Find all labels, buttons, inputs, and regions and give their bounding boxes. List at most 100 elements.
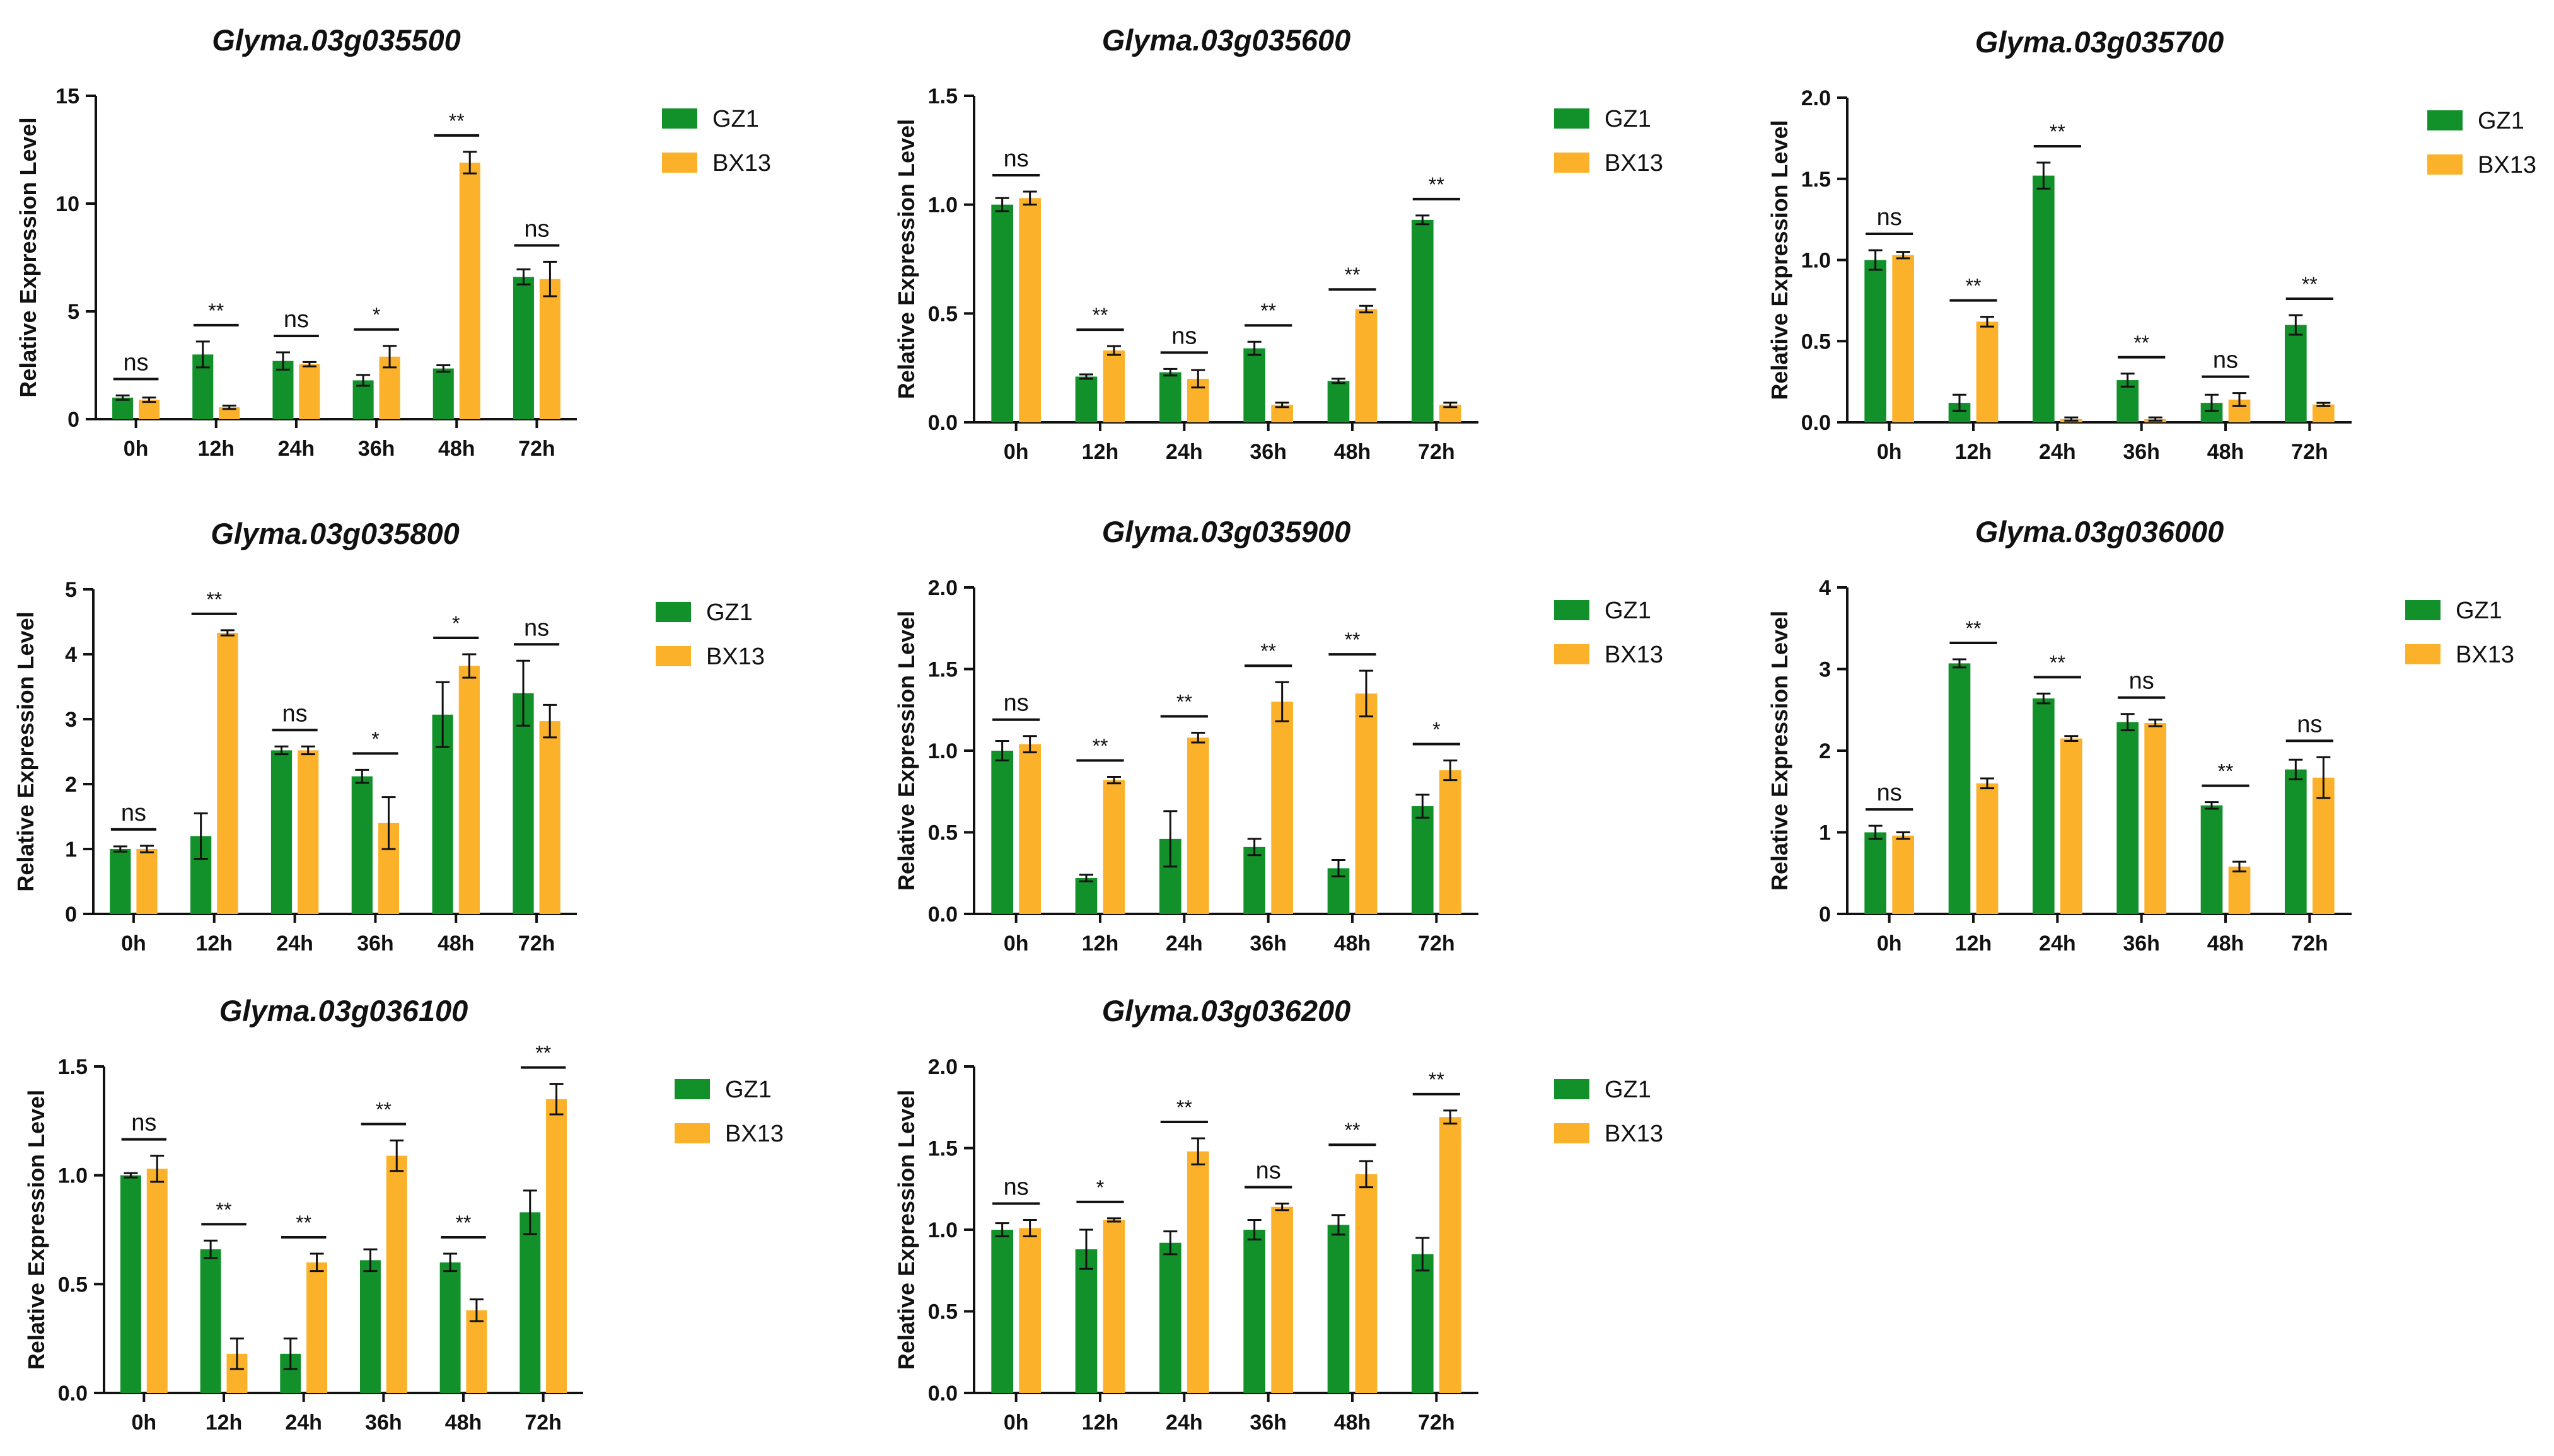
bar-gz1	[120, 1175, 141, 1393]
x-tick-label: 72h	[1418, 1411, 1455, 1435]
x-tick-label: 48h	[2207, 932, 2244, 956]
bar-bx13	[136, 849, 158, 914]
bar-bx13	[539, 721, 560, 914]
bar-gz1	[272, 361, 294, 419]
bar-bx13	[219, 407, 240, 419]
bar-bx13	[298, 750, 319, 914]
y-tick-label: 1.0	[928, 1218, 958, 1242]
bar-gz1	[270, 750, 293, 914]
chart-panel-5: Glyma.03g035900 Relative Expression Level…	[893, 515, 1663, 956]
bar-bx13	[2313, 404, 2335, 422]
x-tick-label: 48h	[438, 932, 475, 956]
significance-label: ns	[1004, 690, 1029, 717]
y-tick-label: 1	[65, 838, 77, 862]
x-tick-label: 72h	[518, 932, 555, 956]
y-tick-label: 3	[1819, 658, 1831, 682]
significance-label: **	[2050, 651, 2065, 674]
y-tick-label: 0	[67, 408, 79, 432]
significance-label: **	[1260, 299, 1276, 322]
y-tick-label: 4	[1819, 576, 1831, 600]
significance-label: **	[2133, 332, 2149, 354]
bar-gz1	[513, 277, 534, 419]
significance-label: **	[1260, 640, 1276, 662]
bar-gz1	[432, 368, 454, 419]
x-tick-label: 36h	[358, 437, 395, 461]
bar-gz1	[1243, 348, 1265, 422]
significance-label: **	[1966, 617, 1982, 640]
significance-label: ns	[1004, 146, 1029, 172]
y-axis-label: Relative Expression Level	[15, 117, 41, 397]
legend-label-gz1: GZ1	[2456, 598, 2502, 624]
bar-gz1	[2116, 722, 2139, 914]
bar-gz1	[1243, 846, 1265, 914]
y-tick-label: 0.5	[928, 821, 958, 845]
bar-gz1	[1948, 663, 1971, 914]
significance-label: **	[1429, 173, 1444, 196]
bar-gz1	[1327, 381, 1350, 422]
legend-swatch-bx13	[675, 1123, 710, 1143]
x-tick-label: 36h	[365, 1411, 402, 1435]
bar-gz1	[200, 1249, 221, 1393]
bar-gz1	[1864, 260, 1886, 422]
significance-label: ns	[1004, 1174, 1029, 1200]
y-tick-label: 15	[55, 84, 79, 108]
x-tick-label: 12h	[195, 932, 233, 956]
bar-bx13	[546, 1099, 567, 1393]
bar-bx13	[386, 1155, 407, 1393]
x-tick-label: 24h	[1166, 932, 1203, 956]
chart-panel-8: Glyma.03g036200 Relative Expression Level…	[893, 994, 1663, 1435]
bar-bx13	[217, 633, 238, 914]
y-tick-label: 4	[65, 643, 77, 667]
significance-label: **	[1345, 1119, 1361, 1141]
x-tick-label: 48h	[2207, 440, 2244, 464]
legend-label-bx13: BX13	[706, 644, 765, 670]
bar-bx13	[306, 1262, 328, 1393]
bar-bx13	[1355, 1174, 1378, 1393]
bar-bx13	[2228, 866, 2251, 914]
bar-bx13	[1103, 1220, 1125, 1393]
significance-label: **	[535, 1042, 551, 1065]
significance-label: **	[376, 1098, 392, 1121]
y-tick-label: 1.5	[928, 84, 958, 108]
bar-gz1	[991, 1230, 1013, 1393]
significance-label: **	[456, 1211, 472, 1234]
x-tick-label: 24h	[2039, 440, 2076, 464]
legend-label-gz1: GZ1	[706, 599, 753, 626]
significance-label: **	[2218, 760, 2234, 783]
x-tick-label: 0h	[1004, 440, 1029, 464]
y-axis-label: Relative Expression Level	[893, 119, 919, 399]
bar-bx13	[1187, 737, 1209, 914]
significance-label: ns	[284, 306, 309, 333]
legend-label-gz1: GZ1	[1605, 106, 1651, 132]
legend-label-gz1: GZ1	[1605, 598, 1651, 624]
significance-label: **	[1093, 734, 1108, 757]
legend-label-bx13: BX13	[2456, 642, 2514, 668]
significance-label: ns	[1877, 204, 1902, 231]
y-tick-label: 0.5	[928, 302, 958, 326]
legend-label-gz1: GZ1	[2478, 108, 2524, 134]
significance-label: *	[371, 727, 379, 750]
bar-gz1	[112, 397, 134, 419]
x-tick-label: 24h	[285, 1411, 322, 1435]
significance-label: **	[1429, 1068, 1444, 1091]
x-tick-label: 72h	[1418, 440, 1455, 464]
x-tick-label: 0h	[124, 437, 149, 461]
bar-gz1	[2200, 805, 2223, 914]
legend-swatch-bx13	[662, 153, 697, 173]
y-axis-label: Relative Expression Level	[23, 1090, 49, 1370]
y-tick-label: 0.0	[928, 411, 958, 435]
y-tick-label: 1.0	[928, 739, 958, 763]
legend-label-bx13: BX13	[2478, 152, 2536, 178]
significance-label: ns	[1256, 1158, 1281, 1184]
y-tick-label: 0.0	[58, 1382, 88, 1406]
significance-label: **	[449, 110, 465, 132]
bar-gz1	[1075, 376, 1098, 422]
legend-label-bx13: BX13	[1605, 642, 1663, 668]
bar-gz1	[1412, 1254, 1434, 1393]
significance-label: **	[208, 299, 224, 322]
y-tick-label: 0.5	[58, 1273, 88, 1297]
significance-label: ns	[124, 349, 149, 376]
x-tick-label: 12h	[1955, 440, 1992, 464]
x-tick-label: 48h	[438, 437, 475, 461]
